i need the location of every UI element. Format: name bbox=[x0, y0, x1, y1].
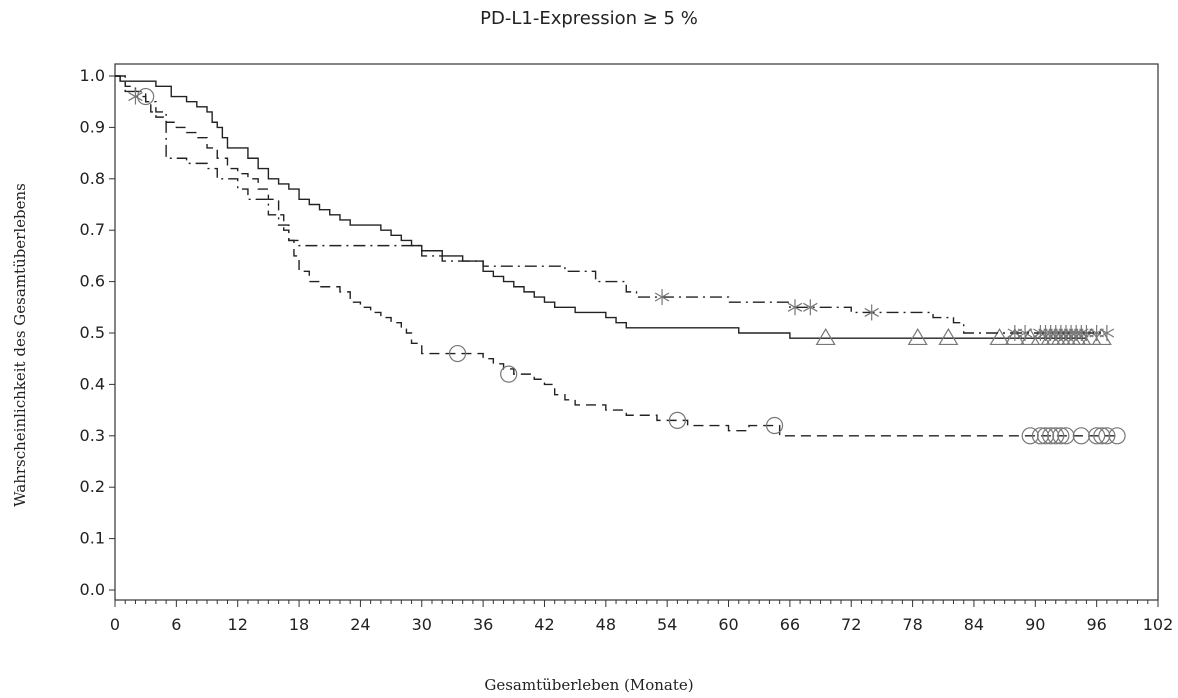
censor-triangle bbox=[989, 327, 1010, 346]
censor-triangle bbox=[907, 327, 928, 346]
x-tick-label: 6 bbox=[171, 615, 181, 634]
censor-circle bbox=[1047, 427, 1065, 445]
x-tick-label: 84 bbox=[964, 615, 984, 634]
censor-circle bbox=[765, 416, 784, 435]
censor-circle bbox=[1098, 427, 1116, 445]
x-tick-label: 36 bbox=[473, 615, 493, 634]
y-tick-label: 0.8 bbox=[80, 169, 105, 188]
x-tick-label: 60 bbox=[718, 615, 738, 634]
km-curve-solid bbox=[115, 75, 1087, 339]
censor-circle bbox=[1108, 427, 1126, 445]
censor-circle bbox=[1052, 427, 1070, 445]
censor-asterisk bbox=[787, 299, 803, 316]
x-tick-label: 18 bbox=[289, 615, 309, 634]
censor-asterisk bbox=[1017, 325, 1033, 341]
censor-triangle bbox=[1091, 327, 1112, 346]
x-tick-label: 30 bbox=[412, 615, 432, 634]
y-tick-label: 0.6 bbox=[80, 272, 105, 291]
km-curve-dash-dot bbox=[115, 75, 1107, 334]
km-curve-dashed bbox=[115, 75, 1118, 437]
censor-circle bbox=[500, 365, 518, 383]
censor-triangle bbox=[938, 327, 959, 346]
y-tick-label: 0.7 bbox=[80, 220, 105, 239]
x-tick-label: 72 bbox=[841, 615, 861, 634]
y-tick-label: 0.5 bbox=[80, 323, 105, 342]
chart-title: PD-L1-Expression ≥ 5 % bbox=[480, 8, 698, 29]
x-axis-label: Gesamtüberleben (Monate) bbox=[484, 676, 694, 694]
x-tick-label: 24 bbox=[350, 615, 370, 634]
x-tick-label: 78 bbox=[902, 615, 922, 634]
censor-asterisk bbox=[864, 304, 879, 321]
censor-circle bbox=[1036, 427, 1055, 445]
censor-circle bbox=[1057, 427, 1075, 445]
censor-circle bbox=[448, 344, 467, 363]
censor-asterisk bbox=[654, 289, 670, 306]
censor-circle bbox=[668, 411, 687, 429]
y-tick-label: 0.2 bbox=[80, 477, 105, 496]
x-tick-label: 102 bbox=[1143, 615, 1174, 634]
censor-circle bbox=[137, 87, 155, 106]
x-tick-label: 54 bbox=[657, 615, 677, 634]
censor-triangle bbox=[815, 327, 836, 346]
x-tick-label: 90 bbox=[1025, 615, 1045, 634]
censor-circle bbox=[1021, 427, 1039, 445]
censor-circle bbox=[1093, 427, 1111, 445]
x-tick-label: 66 bbox=[780, 615, 800, 634]
censor-circle bbox=[1031, 427, 1050, 445]
censor-circle bbox=[1072, 427, 1090, 445]
y-tick-label: 0.9 bbox=[80, 117, 105, 136]
censor-circle bbox=[1042, 427, 1060, 445]
y-tick-label: 0.0 bbox=[80, 580, 105, 599]
y-tick-label: 1.0 bbox=[80, 66, 105, 85]
y-tick-label: 0.4 bbox=[80, 374, 105, 393]
censor-circle bbox=[1088, 427, 1106, 445]
x-tick-label: 42 bbox=[534, 615, 554, 634]
censor-asterisk bbox=[1099, 325, 1115, 341]
censor-asterisk bbox=[128, 88, 143, 105]
x-tick-label: 48 bbox=[596, 615, 616, 634]
censor-asterisk bbox=[803, 299, 818, 316]
x-tick-label: 96 bbox=[1086, 615, 1106, 634]
y-tick-label: 0.1 bbox=[80, 529, 105, 548]
x-tick-label: 0 bbox=[110, 615, 120, 634]
x-tick-label: 12 bbox=[228, 615, 248, 634]
y-tick-label: 0.3 bbox=[80, 426, 105, 445]
